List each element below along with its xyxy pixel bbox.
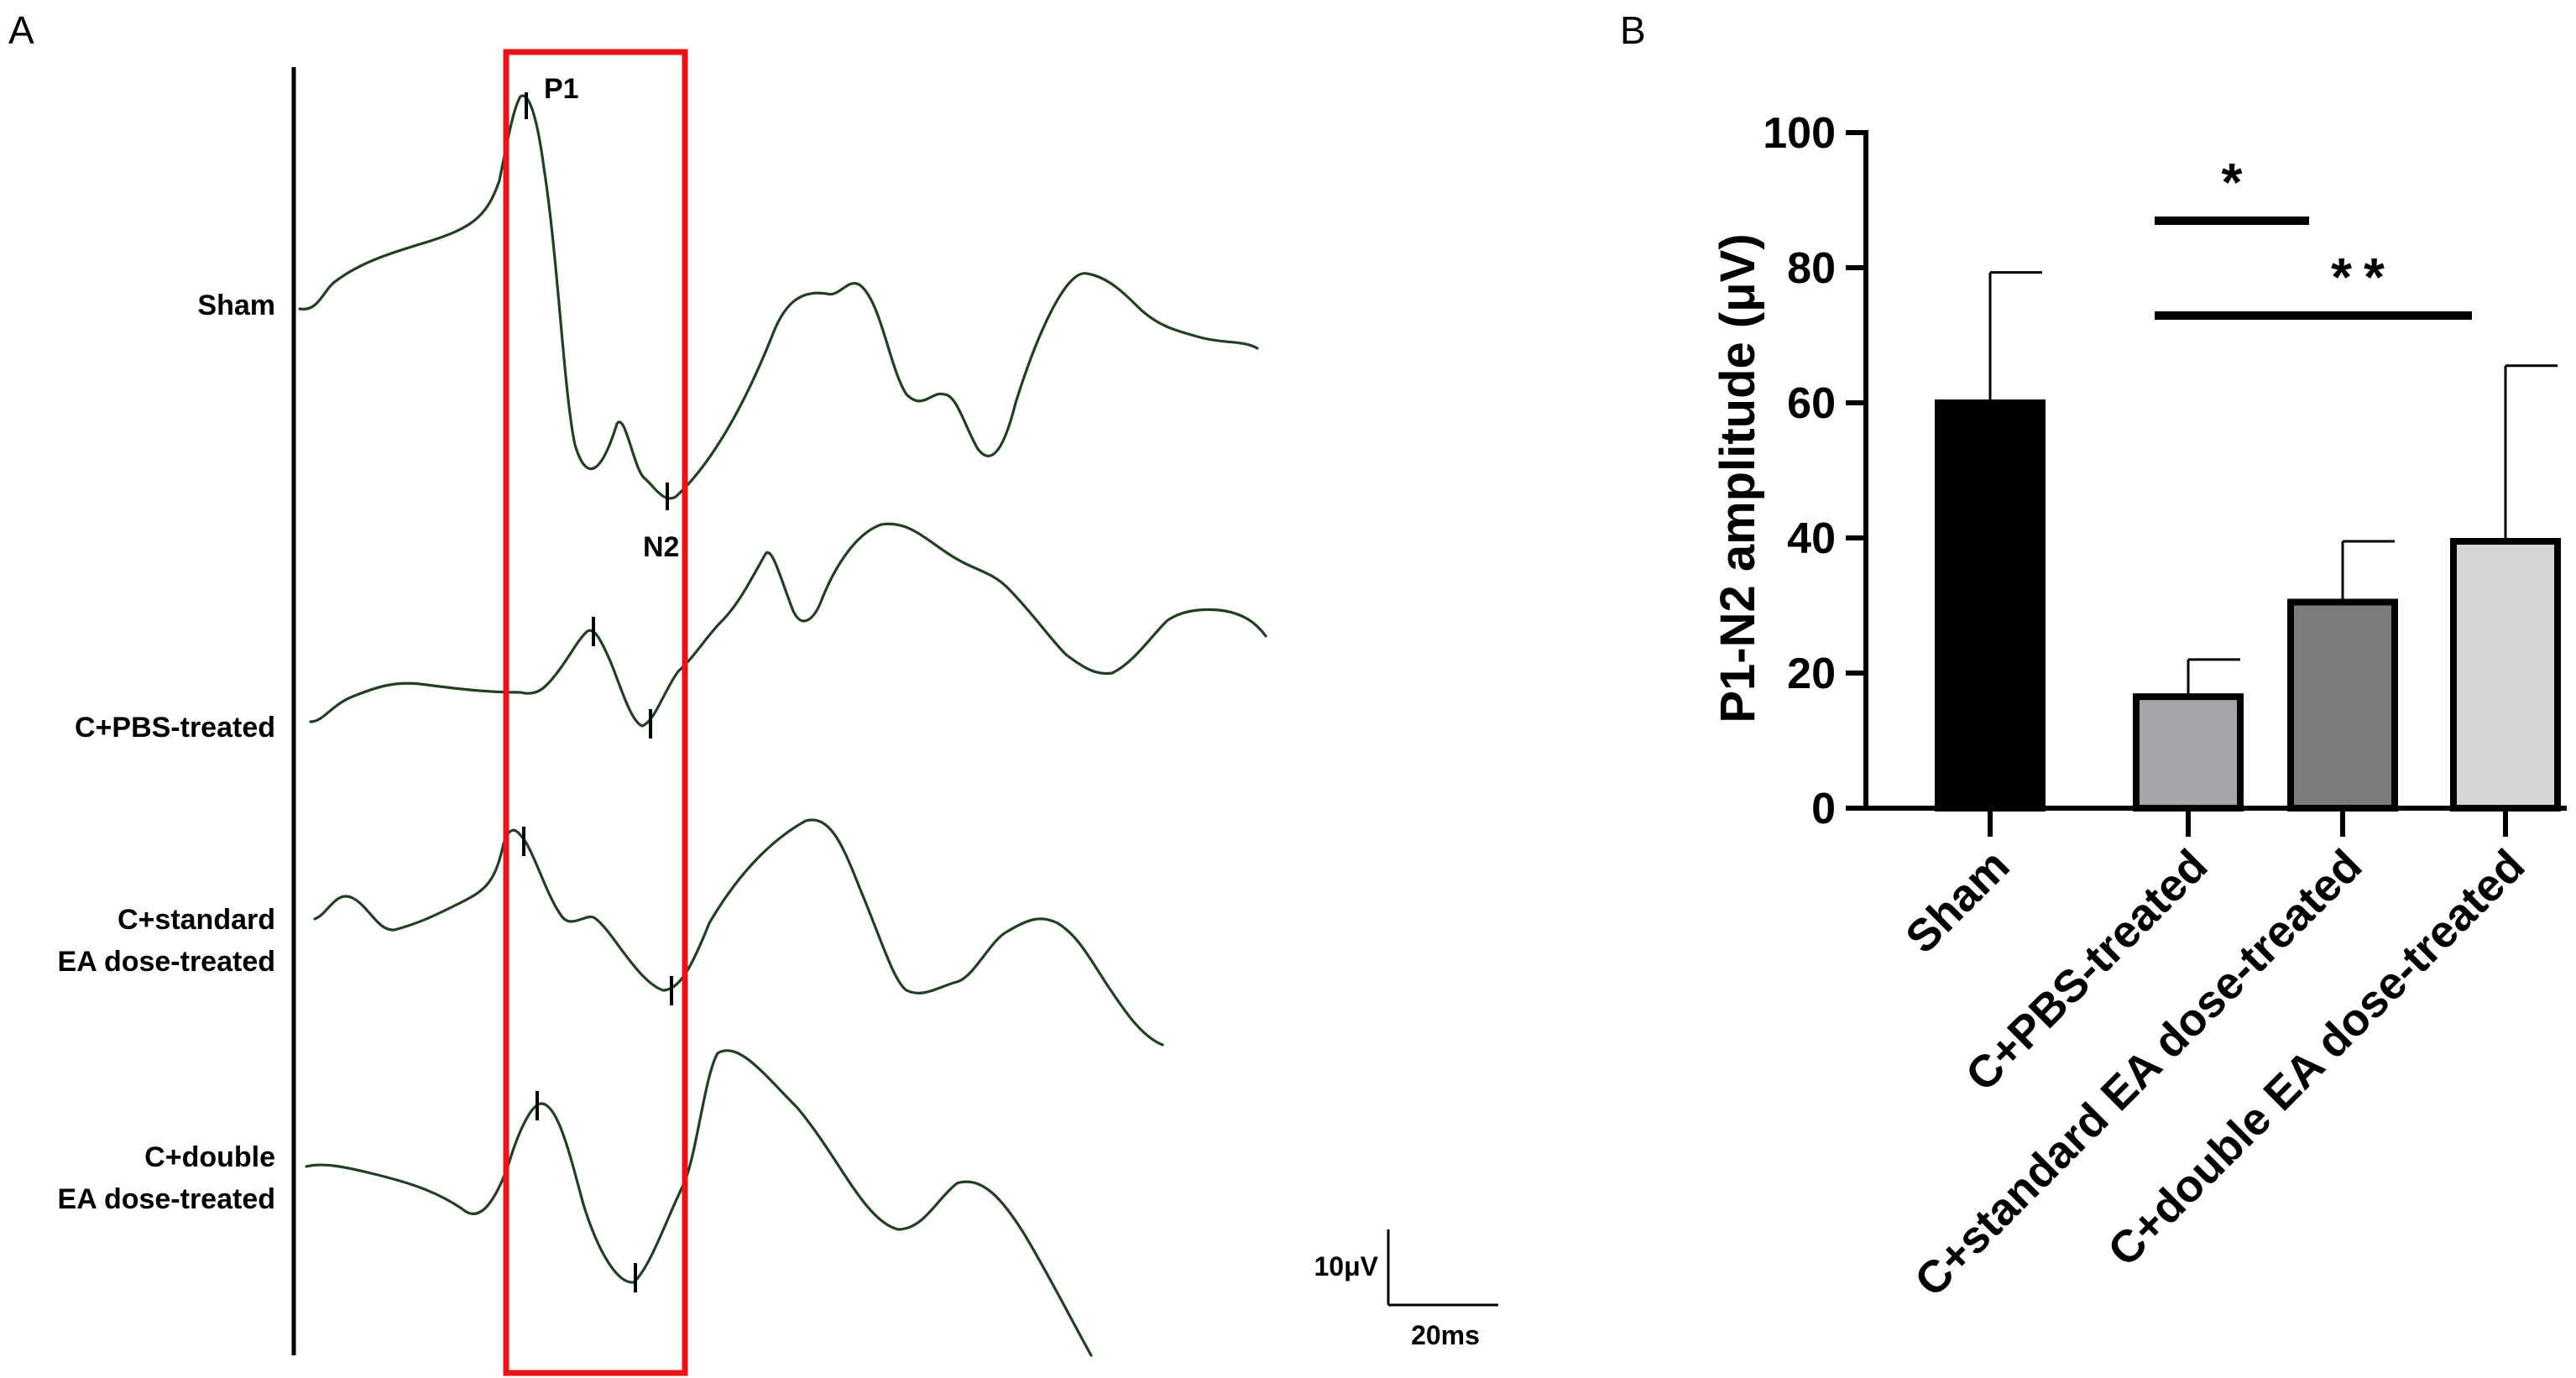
bar-4: [2450, 538, 2561, 812]
bar-2: [2133, 693, 2244, 812]
significance-brackets: ***: [2155, 152, 2472, 320]
scale-bar: 10μV 20ms: [1314, 1229, 1498, 1350]
trace-pbs: [309, 522, 1267, 728]
y-tick-label: 20: [1787, 650, 1836, 698]
trace-label-double-line2: EA dose-treated: [58, 1183, 275, 1215]
p1-n2-window-box: [503, 49, 688, 1376]
scale-bar-time-label: 20ms: [1411, 1320, 1480, 1350]
trace-label-standard-line1: C+standard: [118, 904, 275, 936]
significance-label: *: [2222, 152, 2243, 212]
y-tick-label: 100: [1763, 109, 1836, 158]
panel-a-letter: A: [8, 8, 34, 52]
panel-b-letter: B: [1620, 8, 1646, 52]
y-tick-label: 60: [1787, 379, 1836, 428]
y-tick-label: 40: [1787, 514, 1836, 563]
trace-label-standard-line2: EA dose-treated: [58, 946, 275, 978]
bar-3: [2287, 598, 2398, 812]
panel-a: A P1 N2 Sham C+PBS-treated C+standard EA…: [8, 8, 1498, 1376]
trace-label-double-line1: C+double: [144, 1141, 275, 1173]
y-axis-label: P1-N2 amplitude (μV): [1711, 233, 1765, 723]
scale-bar-amplitude-label: 10μV: [1314, 1251, 1378, 1281]
p1-label: P1: [544, 73, 579, 105]
bars: [1935, 271, 2561, 812]
trace-double: [305, 1049, 1093, 1357]
trace-standard: [313, 818, 1164, 1047]
category-label: Sham: [1896, 840, 2019, 963]
significance-label: **: [2331, 247, 2396, 307]
n2-label: N2: [643, 531, 679, 563]
trace-sham: [298, 94, 1259, 500]
trace-label-pbs: C+PBS-treated: [75, 712, 275, 744]
trace-label-sham: Sham: [197, 290, 275, 321]
y-tick-label: 0: [1811, 785, 1836, 833]
bar-1: [1935, 399, 2046, 812]
y-tick-label: 80: [1787, 244, 1836, 293]
